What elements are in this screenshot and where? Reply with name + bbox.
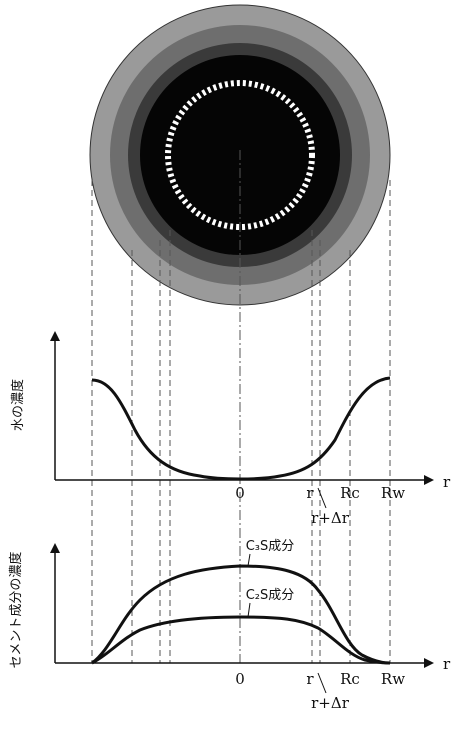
tick-label: r+Δr — [311, 694, 350, 712]
tick-label: Rc — [340, 484, 360, 502]
tick-label: r — [306, 670, 314, 688]
y-label: セメント成分の濃度 — [8, 552, 24, 669]
leader — [247, 602, 251, 618]
guides — [91, 150, 391, 663]
curve-label: C₃S成分 — [246, 539, 295, 554]
tick-label: 0 — [235, 670, 245, 688]
reaction-ring — [165, 80, 315, 230]
tick-label: 0 — [235, 484, 245, 502]
tick-label: Rw — [381, 670, 405, 688]
tick-label: r+Δr — [311, 509, 350, 527]
leader — [317, 487, 327, 509]
water-curve — [91, 376, 391, 481]
c3s-curve — [91, 564, 391, 665]
leader — [317, 672, 327, 694]
tick-label: r — [306, 484, 314, 502]
curve-label: C₂S成分 — [246, 588, 295, 603]
tick-label: Rc — [340, 670, 360, 688]
x-label: r — [443, 473, 451, 491]
c2s-curve — [91, 615, 391, 665]
tick-label: Rw — [381, 484, 405, 502]
top-graph: 水の濃度 r 0 r r+Δr Rc Rw — [10, 331, 451, 527]
y-label: 水の濃度 — [10, 379, 26, 431]
bottom-graph: セメント成分の濃度 r C₃S成分 C₂S成分 0 r r+Δr Rc Rw — [8, 539, 451, 712]
x-label: r — [443, 655, 451, 673]
leader — [247, 553, 251, 567]
